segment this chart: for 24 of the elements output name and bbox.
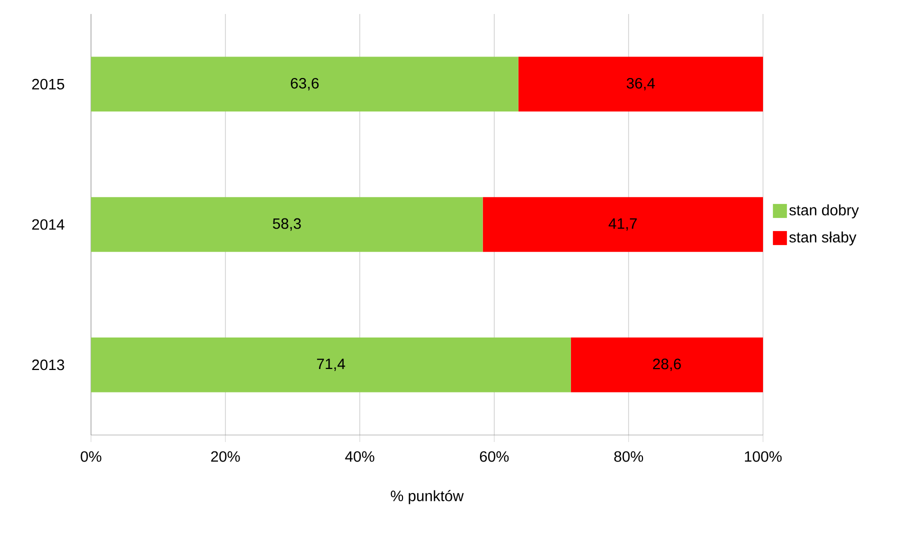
y-tick-label: 2015 — [32, 78, 64, 90]
data-label: 58,3 — [272, 218, 301, 231]
bar — [91, 197, 483, 252]
bar — [482, 197, 764, 252]
x-tick-label: 40% — [345, 451, 374, 462]
x-tick-label: 0% — [80, 451, 102, 462]
x-tick-label: 100% — [744, 451, 782, 462]
data-label: 36,4 — [626, 78, 655, 90]
data-label: 41,7 — [608, 218, 637, 231]
legend-label: stan dobry — [789, 204, 859, 218]
legend-label: stan słaby — [789, 231, 856, 246]
x-axis-title: % punktów — [390, 490, 464, 504]
data-label: 28,6 — [653, 358, 681, 372]
y-tick-label: 2014 — [32, 219, 64, 230]
x-tick-label: 20% — [211, 451, 240, 462]
data-label: 63,6 — [290, 78, 319, 90]
bar — [91, 337, 571, 392]
bar — [91, 56, 518, 112]
y-tick-label: 2013 — [32, 360, 64, 370]
x-tick-label: 60% — [480, 451, 509, 462]
bar — [570, 337, 764, 392]
x-tick-label: 80% — [614, 451, 644, 462]
data-label: 71,4 — [317, 358, 346, 371]
bar — [518, 56, 764, 112]
